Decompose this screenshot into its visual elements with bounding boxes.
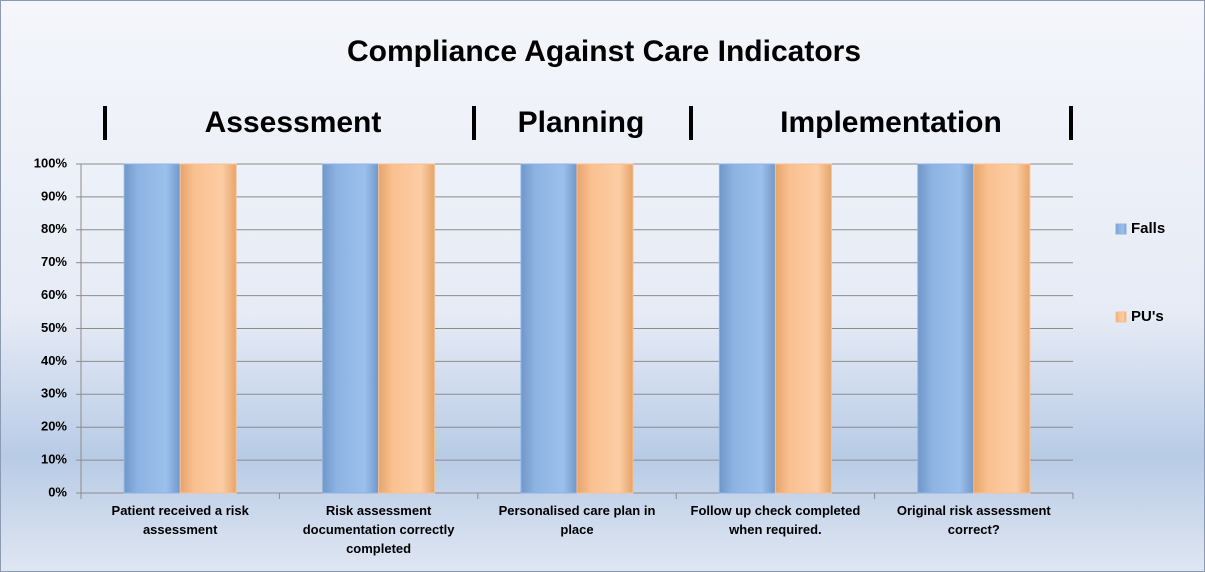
separator xyxy=(1069,106,1073,140)
separator xyxy=(472,106,476,140)
bar xyxy=(917,163,975,494)
bar xyxy=(718,163,776,494)
legend-swatch xyxy=(1115,223,1127,235)
y-tick-label: 0% xyxy=(48,484,67,499)
section-label: Implementation xyxy=(780,106,1002,139)
y-tick-label: 20% xyxy=(41,419,67,434)
x-tick-label: Personalised care plan in place xyxy=(498,503,656,537)
y-tick-label: 10% xyxy=(41,452,67,467)
y-tick-label: 30% xyxy=(41,386,67,401)
y-tick-label: 40% xyxy=(41,353,67,368)
bar xyxy=(378,163,436,494)
legend-swatch xyxy=(1115,311,1127,323)
separator xyxy=(103,106,107,140)
bar xyxy=(179,163,237,494)
separator xyxy=(689,106,693,140)
bar xyxy=(322,163,380,494)
chart-title: Compliance Against Care Indicators xyxy=(347,35,861,68)
bar xyxy=(123,163,181,494)
x-tick-label: Follow up check completed when required. xyxy=(690,503,861,537)
bar xyxy=(520,163,578,494)
legend-label: Falls xyxy=(1131,220,1165,237)
y-tick-label: 80% xyxy=(41,221,67,236)
bar xyxy=(973,163,1031,494)
section-label: Assessment xyxy=(205,106,382,139)
y-tick-label: 60% xyxy=(41,287,67,302)
x-tick-label: Risk assessment documentation correctly … xyxy=(302,503,455,556)
legend-label: PU's xyxy=(1131,308,1164,325)
y-tick-label: 90% xyxy=(41,188,67,203)
bar xyxy=(576,163,634,494)
x-tick-label: Original risk assessment correct? xyxy=(896,503,1051,537)
bar xyxy=(774,163,832,494)
y-tick-label: 50% xyxy=(41,320,67,335)
y-tick-label: 70% xyxy=(41,254,67,269)
y-tick-label: 100% xyxy=(34,155,68,170)
section-label: Planning xyxy=(518,106,645,139)
x-tick-label: Patient received a risk assessment xyxy=(111,503,249,537)
